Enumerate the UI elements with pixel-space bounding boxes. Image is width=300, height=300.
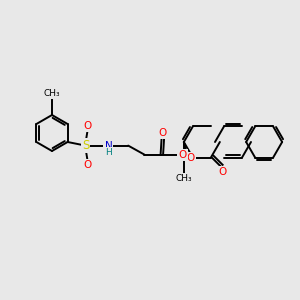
Text: S: S <box>82 139 89 152</box>
Text: O: O <box>219 167 227 177</box>
Text: O: O <box>187 153 195 163</box>
Text: CH₃: CH₃ <box>44 89 60 98</box>
Text: O: O <box>158 128 167 138</box>
Text: O: O <box>178 150 187 160</box>
Text: O: O <box>178 150 187 160</box>
Text: H: H <box>105 148 112 157</box>
Text: O: O <box>83 121 92 131</box>
Text: CH₃: CH₃ <box>176 174 192 183</box>
Text: N: N <box>104 141 112 151</box>
Text: O: O <box>83 160 92 170</box>
